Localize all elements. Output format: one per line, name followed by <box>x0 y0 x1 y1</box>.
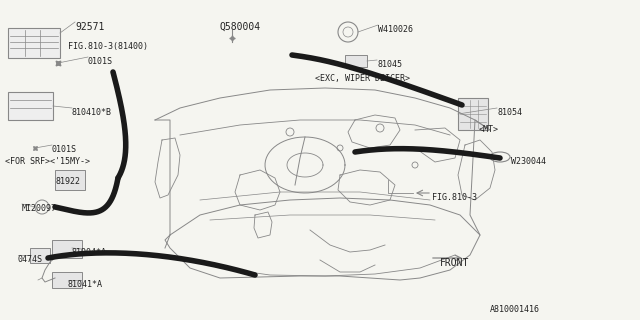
FancyBboxPatch shape <box>55 170 85 190</box>
Text: FRONT: FRONT <box>440 258 469 268</box>
FancyBboxPatch shape <box>52 272 82 288</box>
Text: 0101S: 0101S <box>52 145 77 154</box>
Text: Q580004: Q580004 <box>220 22 261 32</box>
Text: 81054: 81054 <box>497 108 522 117</box>
Text: <MT>: <MT> <box>479 125 499 134</box>
FancyBboxPatch shape <box>458 98 488 130</box>
Text: 0101S: 0101S <box>88 57 113 66</box>
Text: 810410*B: 810410*B <box>72 108 112 117</box>
Text: 0474S: 0474S <box>18 255 43 264</box>
Text: W230044: W230044 <box>511 157 546 166</box>
Text: 81045: 81045 <box>377 60 402 69</box>
Text: 81904*A: 81904*A <box>72 248 107 257</box>
FancyBboxPatch shape <box>52 240 82 258</box>
Text: A810001416: A810001416 <box>490 305 540 314</box>
FancyBboxPatch shape <box>30 248 50 263</box>
Text: <EXC, WIPER DEICER>: <EXC, WIPER DEICER> <box>315 74 410 83</box>
FancyBboxPatch shape <box>8 28 60 58</box>
Text: 81041*A: 81041*A <box>68 280 103 289</box>
FancyBboxPatch shape <box>345 55 367 67</box>
FancyBboxPatch shape <box>8 92 53 120</box>
Text: FIG.810-3: FIG.810-3 <box>432 193 477 202</box>
Text: W410026: W410026 <box>378 25 413 34</box>
Text: 92571: 92571 <box>75 22 104 32</box>
Text: MI20097: MI20097 <box>22 204 57 213</box>
Text: 81922: 81922 <box>55 177 80 186</box>
Text: FIG.810-3(81400): FIG.810-3(81400) <box>68 42 148 51</box>
Text: <FOR SRF><'15MY->: <FOR SRF><'15MY-> <box>5 157 90 166</box>
